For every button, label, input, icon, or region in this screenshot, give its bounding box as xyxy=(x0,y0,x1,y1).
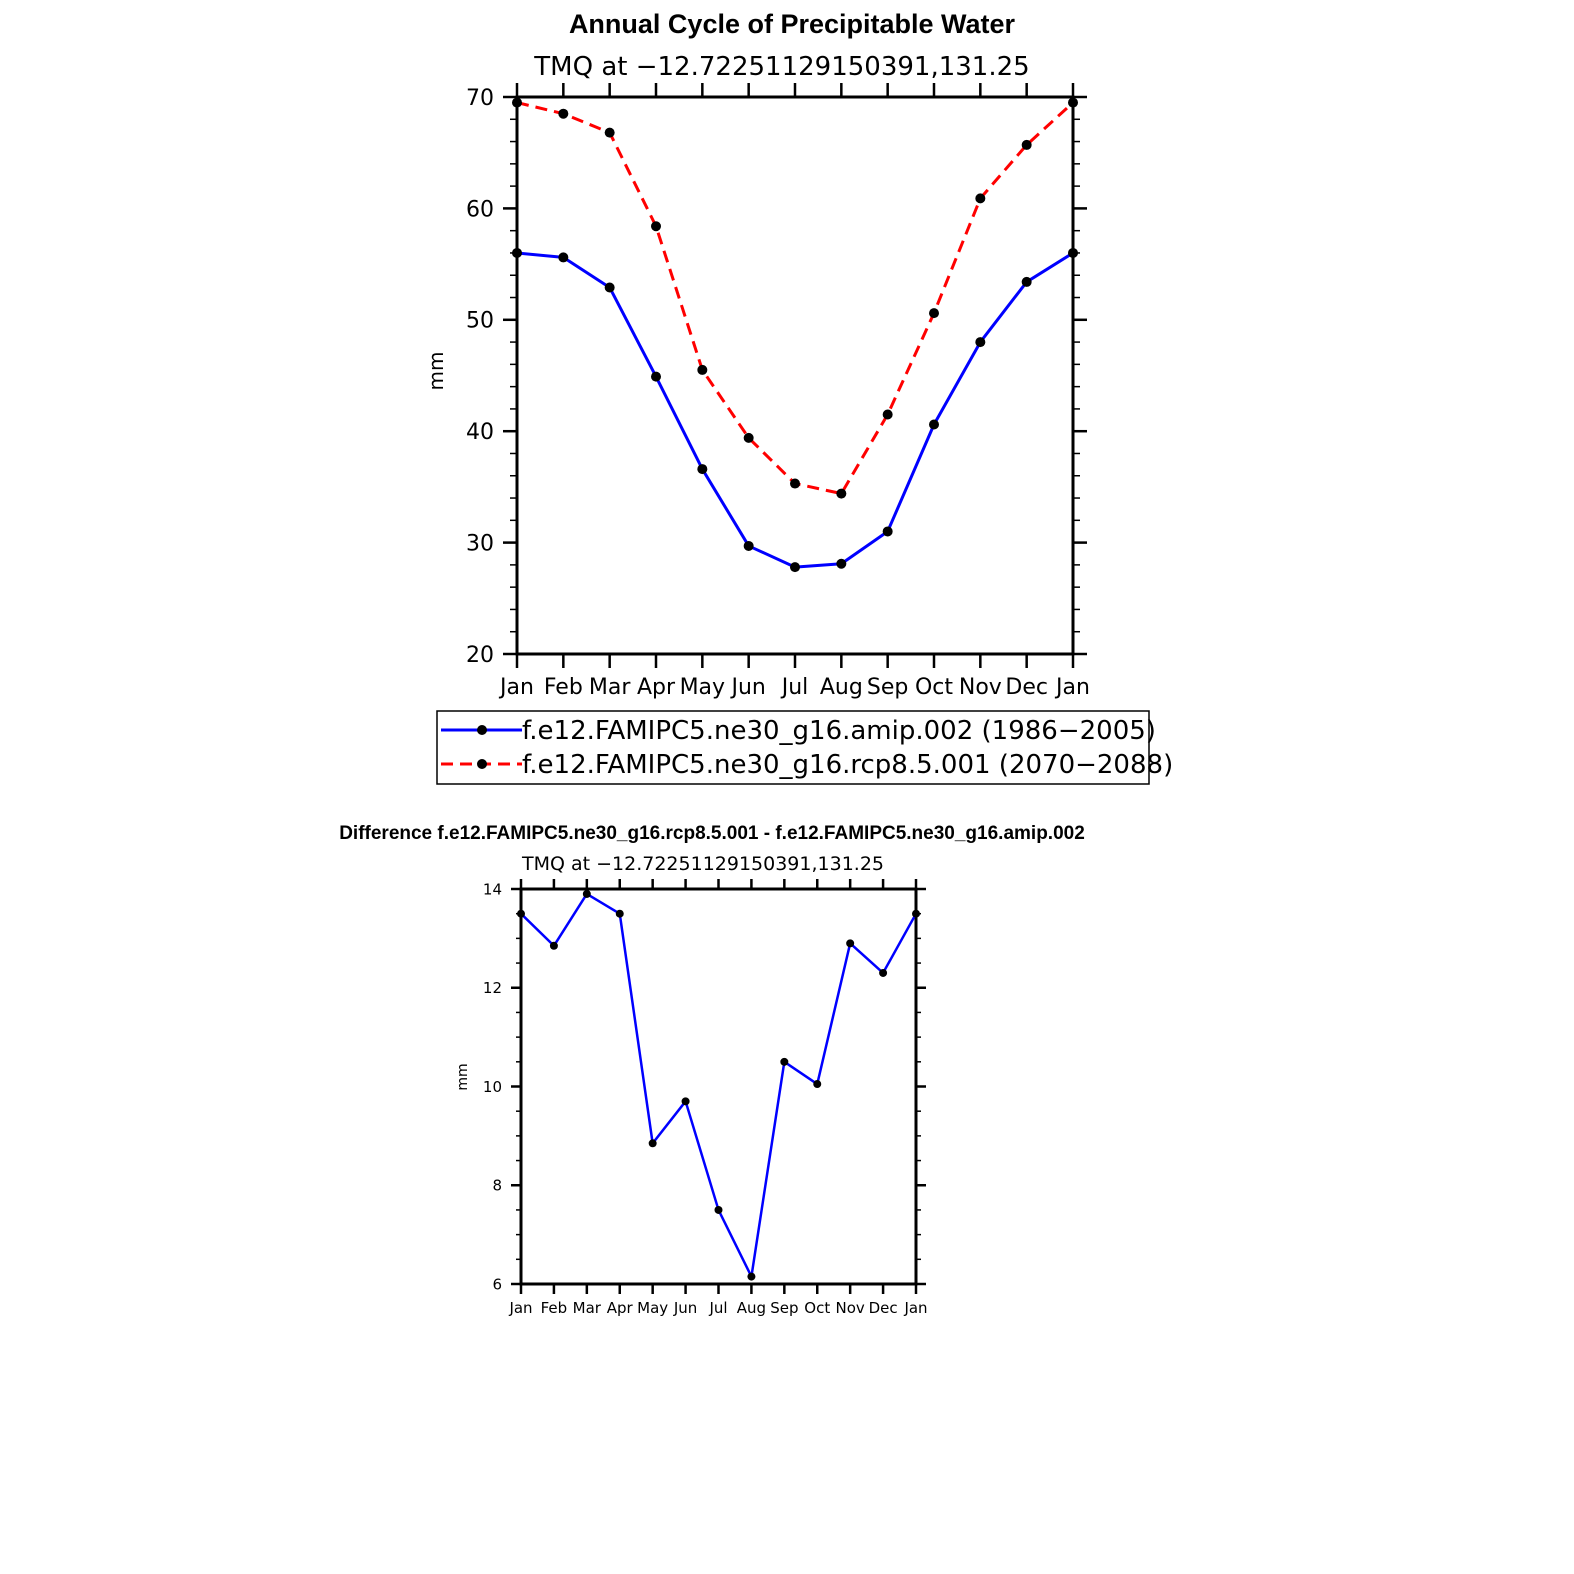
series-line xyxy=(520,892,918,1278)
y-tick-label: 20 xyxy=(466,643,494,668)
data-point xyxy=(615,909,624,918)
x-tick-label: Aug xyxy=(820,675,863,700)
data-point xyxy=(558,108,569,119)
x-tick-label: Sep xyxy=(770,1299,798,1317)
data-point xyxy=(1021,276,1032,287)
x-tick-label: May xyxy=(680,675,725,700)
legend-marker-rcp xyxy=(477,759,487,769)
x-tick-label: Oct xyxy=(804,1299,830,1317)
data-point xyxy=(743,432,754,443)
x-tick-label: Sep xyxy=(867,675,908,700)
x-tick-label: Apr xyxy=(637,675,676,700)
data-point xyxy=(1021,139,1032,150)
series-line xyxy=(516,251,1074,569)
y-tick-label: 10 xyxy=(483,1078,502,1096)
x-tick-label: Feb xyxy=(544,675,583,700)
x-tick-label: Aug xyxy=(737,1299,766,1317)
data-point xyxy=(697,364,708,375)
data-point xyxy=(879,968,888,977)
series-layer xyxy=(517,889,920,1281)
x-tick-label: May xyxy=(637,1299,668,1317)
annual-cycle-chart: Annual Cycle of Precipitable Water TMQ a… xyxy=(424,9,1173,785)
x-tick-label: Dec xyxy=(869,1299,898,1317)
x-tick-label: Jun xyxy=(729,675,765,700)
data-point xyxy=(549,941,558,950)
data-point xyxy=(651,221,661,232)
chart-title: Difference f.e12.FAMIPC5.ne30_g16.rcp8.5… xyxy=(339,823,1085,844)
x-tick-label: Dec xyxy=(1005,675,1048,700)
data-point xyxy=(929,308,939,319)
series-layer xyxy=(512,97,1078,573)
data-point xyxy=(604,127,615,138)
y-tick-label: 8 xyxy=(492,1177,502,1195)
y-tick-label: 40 xyxy=(466,420,494,445)
data-point xyxy=(836,558,847,569)
data-point xyxy=(714,1205,723,1214)
y-tick-label: 6 xyxy=(492,1275,502,1293)
difference-chart: Difference f.e12.FAMIPC5.ne30_g16.rcp8.5… xyxy=(339,823,1085,1317)
data-point xyxy=(648,1139,657,1148)
data-point xyxy=(512,97,522,108)
chart-subtitle: TMQ at −12.72251129150391,131.25 xyxy=(521,853,884,875)
legend-label-rcp: f.e12.FAMIPC5.ne30_g16.rcp8.5.001 (2070−… xyxy=(522,750,1173,780)
data-point xyxy=(882,526,893,537)
data-point xyxy=(975,337,986,348)
legend: f.e12.FAMIPC5.ne30_g16.amip.002 (1986−20… xyxy=(436,710,1173,785)
data-point xyxy=(681,1097,690,1106)
data-point xyxy=(604,282,615,293)
x-tick-label: Nov xyxy=(959,675,1002,700)
data-point xyxy=(582,889,591,898)
x-tick-label: Feb xyxy=(541,1299,568,1317)
x-tick-label: Jan xyxy=(508,1299,532,1317)
data-point xyxy=(780,1057,789,1066)
data-point xyxy=(846,939,855,948)
data-point xyxy=(1068,247,1078,258)
x-tick-label: Mar xyxy=(573,1299,602,1317)
x-tick-label: Mar xyxy=(589,675,631,700)
data-point xyxy=(929,419,939,430)
data-point xyxy=(651,371,661,382)
data-point xyxy=(790,562,800,573)
legend-box xyxy=(436,710,1150,785)
y-tick-label: 60 xyxy=(466,197,494,222)
series-line xyxy=(516,101,1075,496)
y-tick-label: 70 xyxy=(466,86,494,111)
x-tick-label: Jul xyxy=(780,675,809,700)
data-point xyxy=(558,252,569,263)
data-point xyxy=(512,247,522,258)
data-point xyxy=(975,193,986,204)
x-tick-label: Jan xyxy=(498,675,534,700)
x-tick-label: Apr xyxy=(607,1299,634,1317)
chart-title: Annual Cycle of Precipitable Water xyxy=(569,9,1016,39)
y-axis-label: mm xyxy=(455,1063,471,1090)
y-tick-label: 30 xyxy=(466,532,494,557)
x-tick-label: Oct xyxy=(915,675,953,700)
x-tick-label: Jan xyxy=(1054,675,1090,700)
x-tick-label: Jun xyxy=(673,1299,697,1317)
x-tick-label: Jul xyxy=(708,1299,727,1317)
data-point xyxy=(1068,97,1078,108)
axes: 20 30 40 50 60 70 Jan Feb Mar Apr May Jun Jul Aug Sep O… xyxy=(466,83,1090,700)
x-tick-label: Nov xyxy=(836,1299,865,1317)
data-point xyxy=(882,409,893,420)
data-point xyxy=(836,488,847,499)
data-point xyxy=(747,1272,756,1281)
data-point xyxy=(790,478,800,489)
data-point xyxy=(912,909,920,918)
y-tick-label: 12 xyxy=(483,979,502,997)
y-tick-label: 50 xyxy=(466,309,494,334)
legend-label-amip: f.e12.FAMIPC5.ne30_g16.amip.002 (1986−20… xyxy=(522,716,1156,746)
y-axis-label: mm xyxy=(424,352,448,391)
y-tick-label: 14 xyxy=(483,880,502,898)
chart-subtitle: TMQ at −12.72251129150391,131.25 xyxy=(533,52,1029,82)
legend-marker-amip xyxy=(477,725,487,735)
x-tick-label: Jan xyxy=(903,1299,927,1317)
axes: 6 8 10 12 14 Jan Feb Mar Apr May Jun Jul Aug Sep Oct No… xyxy=(483,879,928,1317)
data-point xyxy=(697,464,708,475)
data-point xyxy=(813,1080,822,1089)
data-point xyxy=(517,909,525,918)
data-point xyxy=(743,540,754,551)
